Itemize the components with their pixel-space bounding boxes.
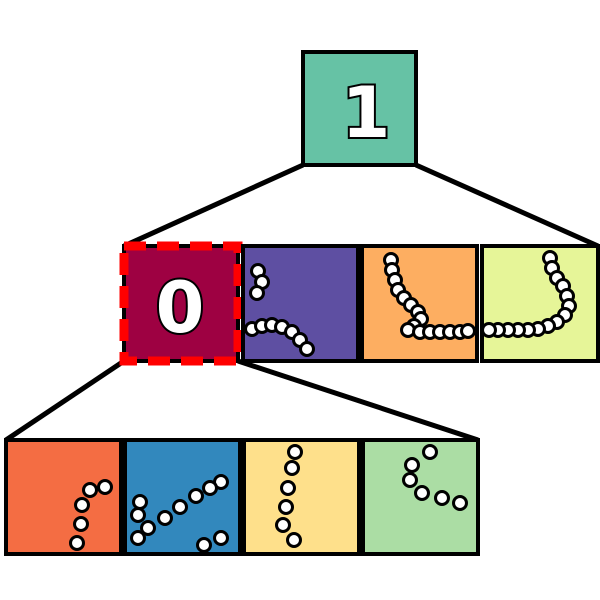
bead [140,520,156,536]
tile-selected[interactable]: 0 [119,241,243,366]
bead [275,517,291,533]
bead [452,495,468,511]
bead-trail-curve [484,250,577,338]
tile-green[interactable] [361,438,480,556]
bead [97,479,113,495]
bead [172,499,188,515]
bead [286,532,302,548]
tile-orange-square[interactable] [360,244,479,363]
bead [284,460,300,476]
bead [74,497,90,513]
bead-trail-diagonal [130,474,229,552]
bead [299,341,315,357]
bead [460,323,475,339]
bead [484,322,497,338]
root-tile-square[interactable] [301,50,418,167]
bead [132,494,148,510]
edge-selected-left [4,358,126,443]
bead [82,482,98,498]
bead [130,507,146,523]
level2-row [4,438,480,556]
bead [69,535,85,551]
selected-tile-label: 0 [156,267,205,349]
bead [130,530,146,546]
root-tile-label: 1 [342,72,391,154]
selection-highlight [119,241,243,366]
bead [278,499,294,515]
bead [73,516,89,532]
tree-edges [4,162,600,443]
bead [202,480,218,496]
tile-orange[interactable] [360,244,479,363]
bead [188,488,204,504]
bead [196,537,212,552]
tile-yellow-square[interactable] [242,438,361,556]
tile-lime[interactable] [480,244,600,363]
bead-trail-vertical [275,444,303,548]
bead [402,472,418,488]
bead [404,457,420,473]
edge-root-left [122,162,305,249]
bead-trail-rise [69,479,113,551]
bead [414,485,430,501]
tile-yellow[interactable] [242,438,361,556]
bead-trail-zigzag [402,444,468,511]
root-tile[interactable]: 1 [301,50,418,167]
bead [422,444,438,460]
tile-coral[interactable] [4,438,123,556]
bead [280,480,296,496]
bead [287,444,303,460]
tile-coral-square[interactable] [4,438,123,556]
edge-root-right [414,162,600,249]
bead [434,490,450,506]
bead [213,530,229,546]
bead [249,285,265,301]
bead-trail-hook [383,252,475,340]
level1-row: 0 [119,241,600,366]
bead-trail-corner [245,263,315,357]
tile-lime-square[interactable] [480,244,600,363]
edge-selected-right [237,358,479,443]
bead [157,510,173,526]
tile-purple[interactable] [241,244,360,363]
tile-blue[interactable] [123,438,242,556]
